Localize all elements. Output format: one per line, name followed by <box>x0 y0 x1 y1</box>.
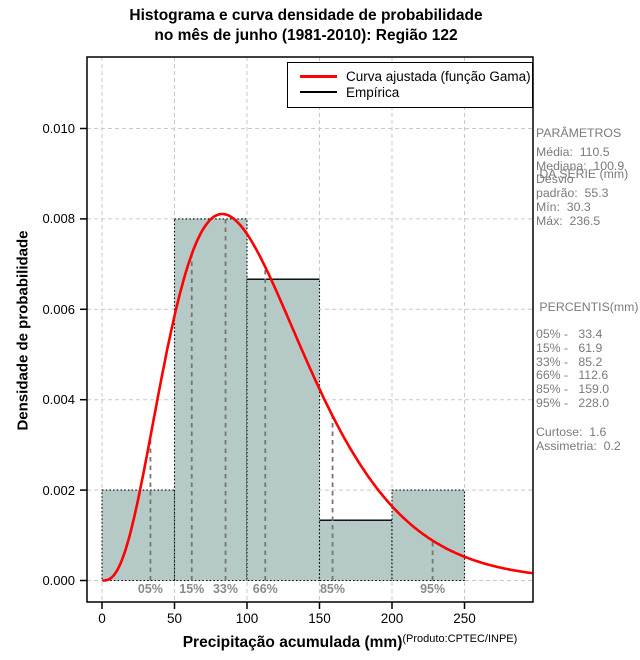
x-axis-label-text: Precipitação acumulada (mm) <box>182 634 403 651</box>
percentil-line: 05% - 33.4 <box>536 327 603 341</box>
legend-label-empirical: Empírica <box>346 84 400 100</box>
y-axis-label: Densidade de probabilidade <box>14 230 32 431</box>
series-stats: Média: 110.5 Mediana: 100.9 Desvio padrão: … <box>536 145 640 228</box>
y-tick-label: 0.002 <box>42 482 75 498</box>
y-tick-label: 0.008 <box>42 211 75 227</box>
percentil-line: 95% - 228.0 <box>536 395 610 410</box>
stat-line: Desvio <box>536 172 574 187</box>
percentil-line: 33% - 85.2 <box>536 354 603 369</box>
legend-item-empirical: Empírica <box>288 84 532 100</box>
percentile-label: 33% <box>212 582 239 596</box>
percentil-line: 85% - 159.0 <box>536 382 610 397</box>
x-tick-label: 150 <box>308 611 331 626</box>
percentil-line: 15% - 61.9 <box>536 340 603 355</box>
legend-item-fitted: Curva ajustada (função Gama) <box>288 68 532 84</box>
y-tick-label: 0.010 <box>42 121 75 136</box>
percentile-label: 85% <box>319 582 346 596</box>
histogram-bar <box>173 218 248 582</box>
plot-border <box>86 56 534 603</box>
percentile-lines <box>149 214 434 581</box>
moments-list: Curtose: 1.6 Assimetria: 0.2 <box>536 425 640 453</box>
stat-line: Mín: 30.3 <box>536 199 591 214</box>
legend-label-fitted: Curva ajustada (função Gama) <box>346 68 531 84</box>
chart-title: Histograma e curva densidade de probabil… <box>0 6 612 46</box>
x-tick-label: 0 <box>98 611 106 626</box>
percentile-label: 05% <box>137 582 163 596</box>
legend-line-red <box>300 74 337 78</box>
histogram-bar <box>101 489 176 582</box>
empirical-line <box>247 278 392 521</box>
gamma-curve <box>101 212 533 582</box>
histogram-bar <box>246 278 321 582</box>
histogram-bar <box>391 489 466 582</box>
params-title-line2: DA SÉRIE (mm) <box>536 166 629 181</box>
axes <box>80 56 534 609</box>
histogram-bar <box>318 519 393 582</box>
y-tick-label: 0.006 <box>42 301 75 317</box>
moment-line: Curtose: 1.6 <box>536 425 607 439</box>
stat-line: Média: 110.5 <box>536 145 610 159</box>
params-title-line1: PARÂMETROS <box>536 126 622 141</box>
stat-line: Mediana: 100.9 <box>536 158 625 173</box>
legend-line-black <box>300 91 337 93</box>
y-tick-label: 0.004 <box>42 392 75 408</box>
chart-title-line1: Histograma e curva densidade de probabil… <box>129 7 483 24</box>
stat-line: padrão: 55.3 <box>536 186 609 201</box>
moment-line: Assimetria: 0.2 <box>536 439 621 453</box>
histogram-bars <box>101 218 466 582</box>
x-tick-label: 100 <box>235 611 259 626</box>
params-title: PARÂMETROS DA SÉRIE (mm) <box>536 100 640 209</box>
chart-title-line2: no mês de junho (1981-2010): Região 122 <box>154 27 458 44</box>
stat-line: Máx: 236.5 <box>536 213 601 228</box>
percentis-list: 05% - 33.4 15% - 61.9 33% - 85.2 66% - 112.… <box>536 327 640 411</box>
y-tick-label: 0.000 <box>42 573 75 588</box>
percentile-label: 95% <box>420 582 446 596</box>
x-axis-label-source: (Produto:CPTEC/INPE) <box>402 633 518 645</box>
percentile-label: 66% <box>252 582 278 596</box>
x-tick-label: 250 <box>453 611 476 626</box>
percentil-line: 66% - 112.6 <box>536 368 609 383</box>
percentis-title: PERCENTIS(mm) <box>536 300 639 314</box>
x-tick-label: 200 <box>380 611 404 626</box>
x-tick-label: 50 <box>166 611 183 626</box>
x-axis-label: Precipitação acumulada (mm) (Produto:CPTE… <box>60 633 640 652</box>
percentile-label: 15% <box>179 582 205 596</box>
legend-box: Curva ajustada (função Gama) Empírica <box>287 62 533 108</box>
